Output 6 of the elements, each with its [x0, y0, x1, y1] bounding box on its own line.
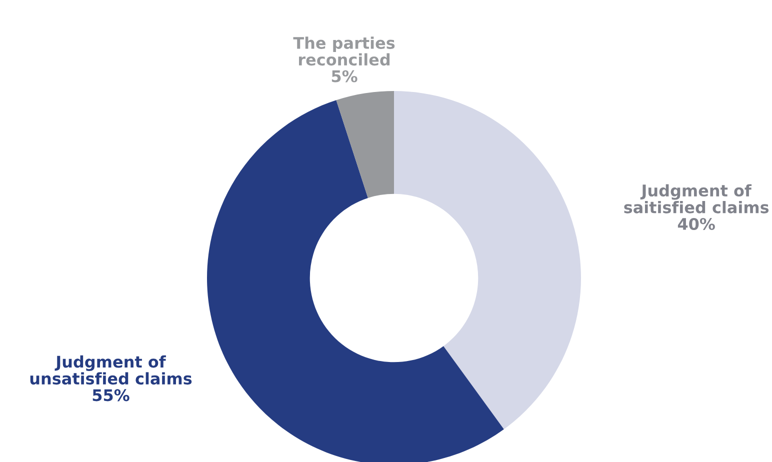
slice-label: The parties reconciled	[293, 36, 395, 66]
slice-label: Judgment of saitisfied claims	[624, 184, 769, 214]
data-label: 40%	[678, 218, 715, 230]
data-label: 55%	[92, 389, 130, 402]
slice-label: Judgment of unsatisfied claims	[30, 355, 192, 385]
data-label: 5%	[332, 70, 358, 82]
